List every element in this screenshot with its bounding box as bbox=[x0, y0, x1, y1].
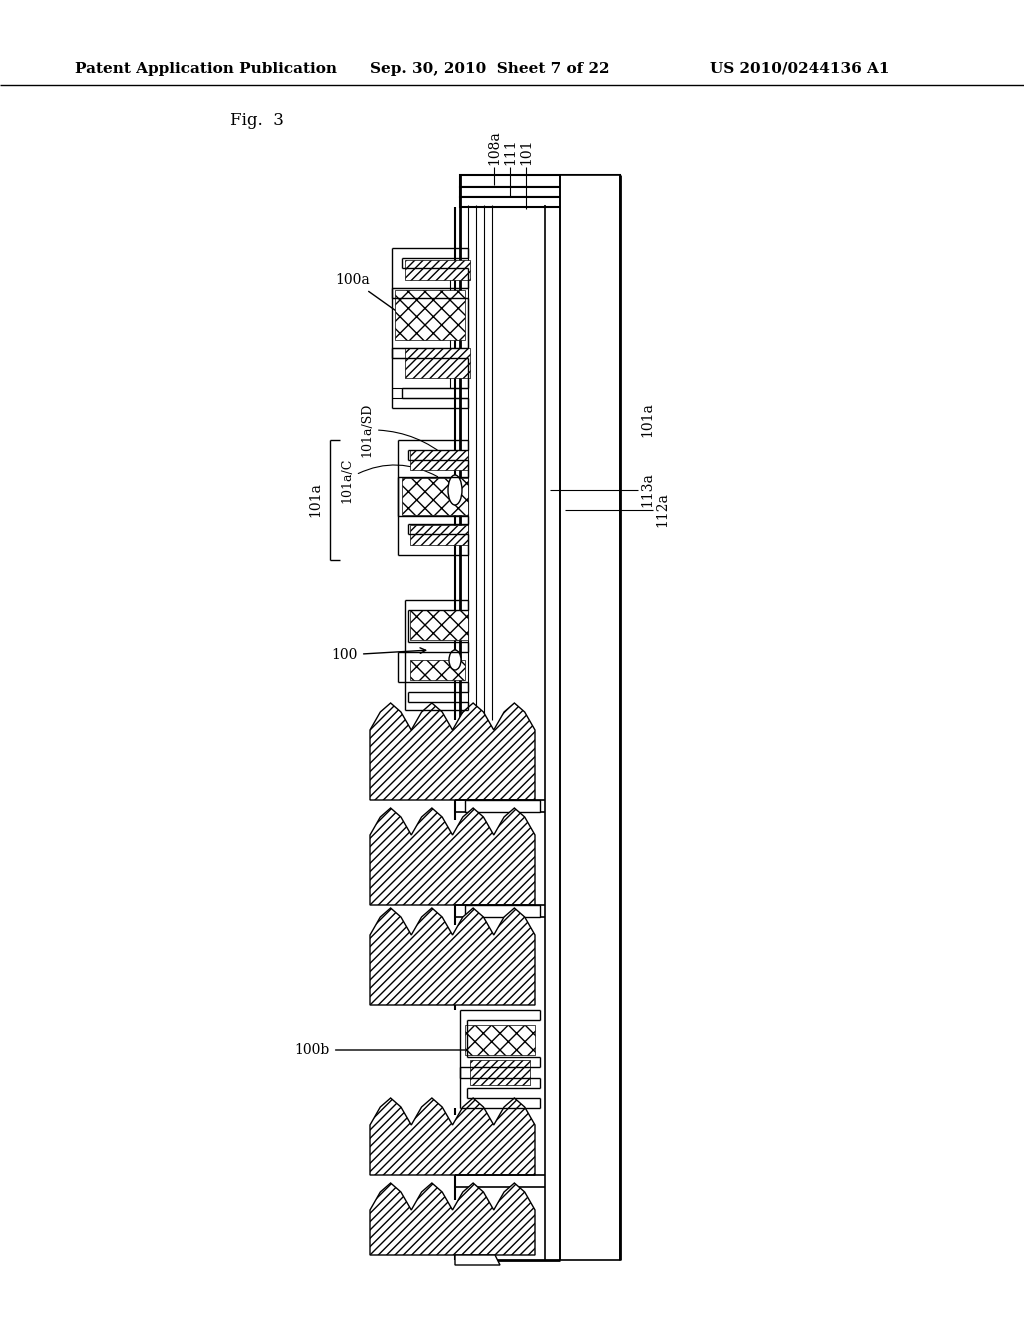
Text: 100: 100 bbox=[332, 648, 426, 663]
Polygon shape bbox=[406, 348, 470, 378]
Text: 101a: 101a bbox=[308, 483, 322, 517]
Polygon shape bbox=[370, 908, 535, 1005]
Bar bbox=[460, 187, 620, 197]
Polygon shape bbox=[402, 478, 468, 515]
Text: Fig.  3: Fig. 3 bbox=[230, 112, 284, 129]
Text: 101a/SD: 101a/SD bbox=[360, 403, 447, 458]
Polygon shape bbox=[410, 660, 465, 680]
Text: Sep. 30, 2010  Sheet 7 of 22: Sep. 30, 2010 Sheet 7 of 22 bbox=[370, 62, 609, 77]
Polygon shape bbox=[470, 1060, 530, 1085]
Text: 113a: 113a bbox=[640, 473, 654, 507]
Bar bbox=[465, 800, 540, 812]
Bar bbox=[560, 176, 620, 1261]
Polygon shape bbox=[370, 704, 535, 800]
Polygon shape bbox=[410, 525, 468, 545]
Text: 112a: 112a bbox=[655, 492, 669, 528]
Polygon shape bbox=[395, 290, 465, 341]
Ellipse shape bbox=[449, 475, 462, 506]
Text: US 2010/0244136 A1: US 2010/0244136 A1 bbox=[710, 62, 890, 77]
Polygon shape bbox=[410, 450, 468, 470]
Text: 101a/C: 101a/C bbox=[340, 457, 437, 503]
Text: 100b: 100b bbox=[295, 1043, 485, 1057]
Text: 101: 101 bbox=[519, 139, 534, 165]
Text: 101a: 101a bbox=[640, 403, 654, 437]
Text: 100a: 100a bbox=[335, 273, 426, 333]
Bar bbox=[460, 176, 620, 187]
Polygon shape bbox=[370, 808, 535, 906]
Polygon shape bbox=[410, 610, 468, 640]
Text: 108a: 108a bbox=[487, 131, 501, 165]
Polygon shape bbox=[455, 1255, 500, 1265]
Polygon shape bbox=[370, 1183, 535, 1255]
Bar bbox=[460, 197, 620, 207]
Polygon shape bbox=[370, 1098, 535, 1175]
Text: 111: 111 bbox=[503, 139, 517, 165]
Ellipse shape bbox=[449, 649, 461, 671]
Polygon shape bbox=[465, 1026, 535, 1055]
Polygon shape bbox=[406, 260, 470, 280]
Bar bbox=[465, 906, 540, 917]
Text: Patent Application Publication: Patent Application Publication bbox=[75, 62, 337, 77]
